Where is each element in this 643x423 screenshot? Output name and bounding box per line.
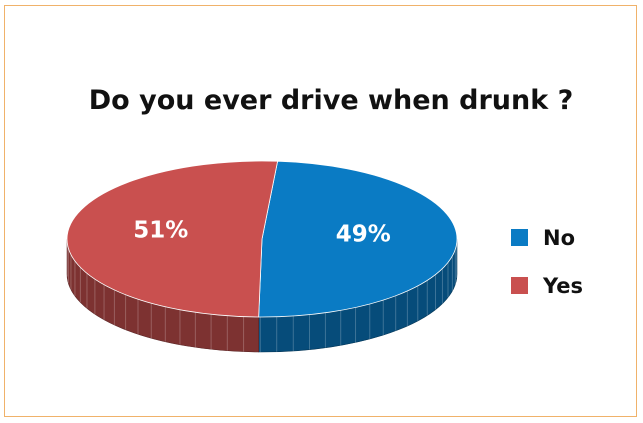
pie-slice-no bbox=[258, 160, 458, 318]
legend-label-yes: Yes bbox=[542, 274, 583, 298]
legend-label-no: No bbox=[543, 226, 575, 250]
pie-side-ridges bbox=[66, 241, 458, 352]
pie-label-no: 49% bbox=[336, 221, 391, 247]
pie-group: 49% 51% bbox=[66, 160, 458, 353]
legend-swatch-yes bbox=[511, 277, 528, 294]
pie-label-yes: 51% bbox=[133, 218, 188, 244]
legend: No Yes bbox=[511, 226, 583, 298]
legend-swatch-no bbox=[511, 229, 528, 246]
pie-slice-yes bbox=[66, 160, 279, 318]
chart-title: Do you ever drive when drunk ? bbox=[89, 85, 573, 116]
